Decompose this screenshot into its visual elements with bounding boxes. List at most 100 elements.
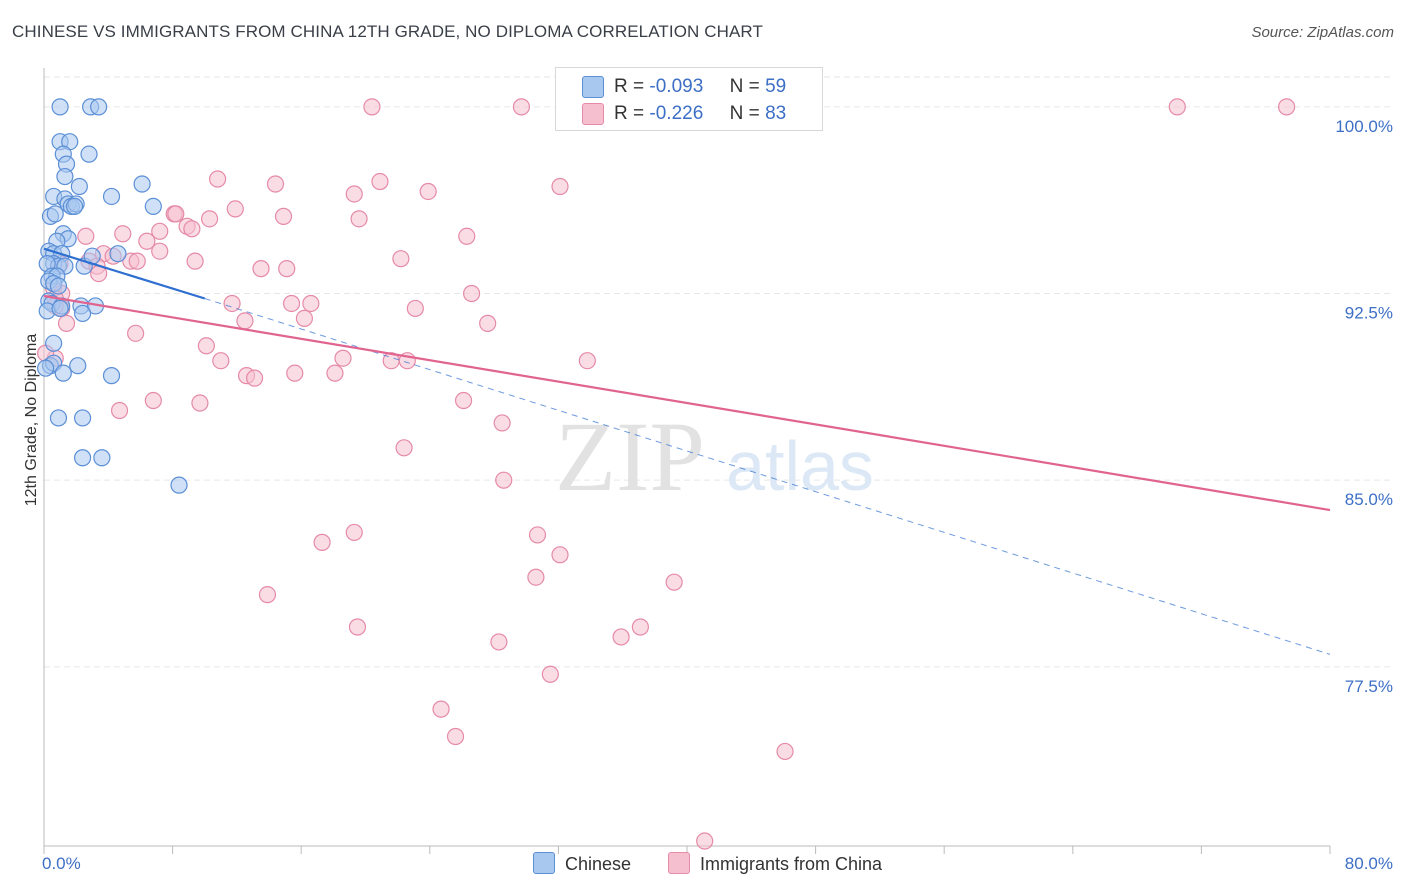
immigrants-point (406, 299, 424, 318)
immigrants-point (612, 628, 630, 646)
chinese-point (49, 277, 68, 295)
immigrants-point (419, 182, 437, 201)
immigrants-point (226, 200, 244, 218)
y-tick-label: 92.5% (1345, 304, 1393, 323)
immigrants-point (313, 533, 331, 551)
chinese-point (37, 359, 55, 377)
chinese-point (102, 187, 121, 206)
immigrants-point (350, 210, 368, 228)
tick-labels: 100.0% 92.5% 85.0% 77.5% 0.0% 80.0% (42, 117, 1393, 873)
series-label-chinese: Chinese (565, 854, 632, 874)
legend-n-value: 59 (765, 76, 787, 97)
immigrants-point (395, 439, 413, 457)
immigrants-point (1168, 98, 1186, 116)
immigrants-point (151, 222, 169, 240)
chinese-point (45, 334, 63, 352)
immigrants-point (212, 352, 230, 370)
stats-legend: R = -0.093 N = 59 R = -0.226 N = 83 (555, 67, 823, 131)
immigrants-point (57, 314, 76, 332)
series-swatch-chinese (533, 852, 555, 874)
immigrants-point (432, 700, 450, 718)
chinese-point (70, 177, 88, 196)
chinese-point (80, 145, 98, 163)
immigrants-point (363, 98, 381, 116)
immigrants-point (495, 471, 513, 489)
immigrants-point (191, 394, 209, 412)
legend-text-immigrants: R = -0.226 N = 83 (614, 103, 786, 125)
chinese-point (90, 98, 108, 116)
immigrants-point (631, 618, 649, 636)
chinese-point (46, 205, 64, 223)
immigrants-point (209, 170, 227, 188)
immigrants-point (274, 207, 293, 225)
source-label: Source: ZipAtlas.com (1251, 24, 1394, 41)
immigrants-point (490, 633, 508, 651)
immigrants-point (236, 312, 254, 330)
chart-title: CHINESE VS IMMIGRANTS FROM CHINA 12TH GR… (12, 22, 763, 41)
chinese-point (54, 364, 72, 382)
chinese-point (73, 449, 92, 467)
series-legend: Chinese Immigrants from China (0, 852, 1406, 878)
immigrants-point (183, 220, 201, 238)
immigrants-point (151, 242, 169, 260)
immigrants-point (462, 284, 481, 303)
chinese-point (93, 449, 111, 467)
legend-n-value: 83 (765, 103, 787, 124)
immigrants-point (167, 205, 185, 223)
chinese-point (51, 299, 69, 318)
immigrants-point (258, 586, 277, 604)
immigrants-point (223, 294, 241, 313)
immigrants-point (295, 309, 314, 328)
immigrants-point (252, 260, 270, 278)
y-tick-label: 77.5% (1345, 677, 1393, 696)
immigrants-point (345, 523, 363, 542)
immigrants-point (326, 364, 344, 382)
watermark-atlas: atlas (726, 427, 874, 505)
immigrants-point (186, 252, 204, 270)
immigrants-point (392, 250, 410, 268)
immigrants-point (696, 832, 714, 850)
immigrants-point (282, 294, 301, 313)
y-tick-label: 85.0% (1345, 490, 1393, 509)
immigrants-point (551, 546, 569, 564)
immigrants-point (493, 414, 511, 432)
chinese-point (56, 167, 74, 186)
series-label-immigrants: Immigrants from China (700, 854, 883, 874)
immigrants-point (541, 665, 559, 683)
immigrants-point (128, 252, 146, 270)
immigrants-point (348, 618, 367, 636)
chinese-points (37, 98, 188, 494)
chinese-trend-line (43, 247, 206, 300)
chinese-point (109, 245, 127, 263)
immigrants-point (114, 225, 132, 243)
immigrants-point (200, 210, 219, 228)
series-swatch-immigrants (668, 852, 690, 874)
series-legend-immigrants[interactable]: Immigrants from China (668, 852, 882, 875)
legend-r-value: -0.226 (649, 103, 704, 124)
immigrants-point (551, 177, 569, 196)
immigrants-point (479, 314, 497, 332)
immigrants-point (77, 227, 95, 245)
immigrants-point (776, 742, 794, 761)
immigrants-point (266, 175, 285, 193)
legend-n-label: N = (729, 76, 760, 97)
immigrants-point (528, 526, 547, 544)
immigrants-point (138, 232, 156, 250)
immigrants-point (334, 349, 352, 367)
chinese-point (133, 175, 151, 193)
immigrants-point (512, 98, 531, 116)
chinese-point (102, 367, 121, 385)
legend-swatch-immigrants (582, 103, 604, 125)
immigrants-point (286, 364, 304, 382)
watermark-zip: ZIP (555, 401, 705, 512)
x-tick-label-max: 80.0% (1345, 854, 1393, 873)
immigrants-point (446, 727, 465, 746)
immigrants-point (197, 337, 215, 355)
immigrants-point (527, 568, 545, 586)
immigrants-point (110, 401, 129, 420)
series-legend-chinese[interactable]: Chinese (533, 852, 631, 875)
immigrants-trend-line (43, 294, 1331, 512)
axes (43, 68, 1331, 854)
chinese-point (65, 197, 84, 216)
